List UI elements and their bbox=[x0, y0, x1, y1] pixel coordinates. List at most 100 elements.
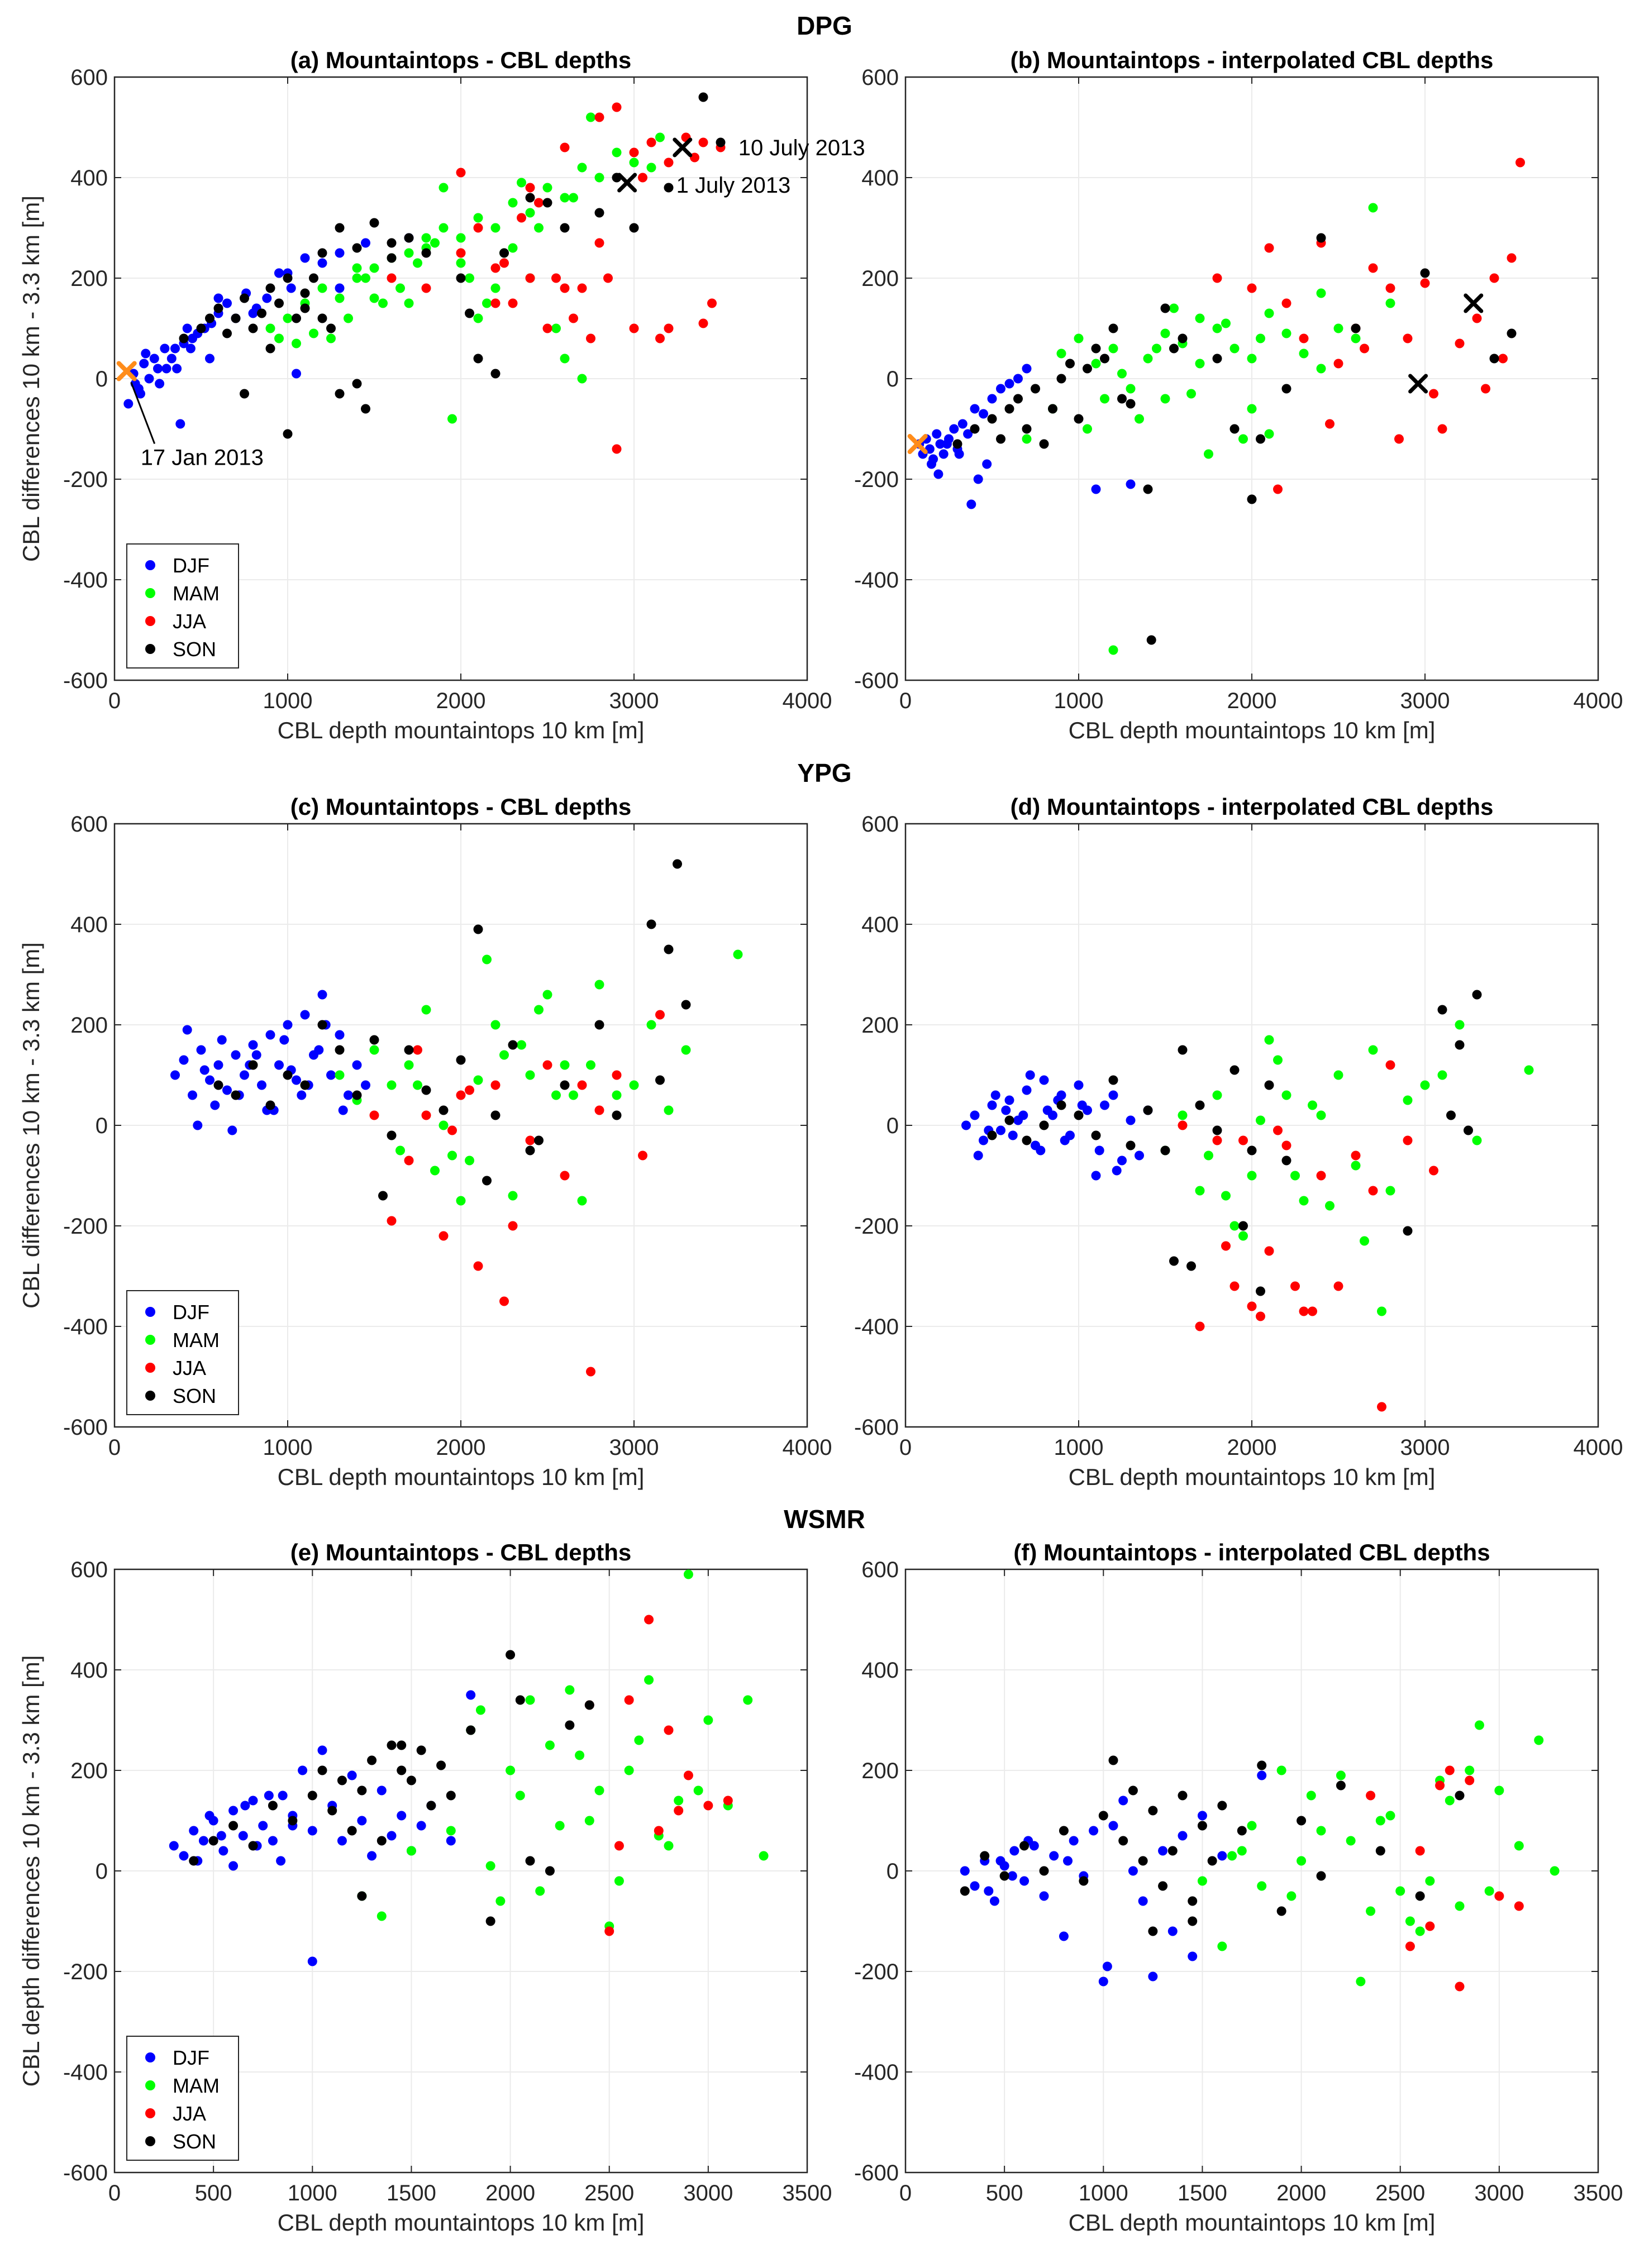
data-point bbox=[1025, 1070, 1035, 1080]
data-point bbox=[683, 1569, 693, 1579]
data-point bbox=[347, 1770, 357, 1780]
legend-marker-mam bbox=[145, 588, 155, 598]
series-son bbox=[213, 859, 691, 1201]
data-point bbox=[1299, 333, 1309, 343]
data-point bbox=[170, 343, 180, 354]
data-point bbox=[337, 1836, 347, 1846]
data-point bbox=[369, 293, 379, 303]
data-point bbox=[378, 1191, 388, 1201]
legend-label-son: SON bbox=[173, 1384, 216, 1407]
data-point bbox=[577, 374, 587, 384]
y-tick-label: 200 bbox=[861, 1013, 899, 1038]
data-point bbox=[1415, 1926, 1425, 1936]
data-point bbox=[1247, 1301, 1257, 1311]
data-point bbox=[352, 379, 362, 389]
data-point bbox=[406, 1846, 416, 1856]
data-point bbox=[594, 1785, 604, 1796]
data-point bbox=[1247, 1821, 1257, 1831]
data-point bbox=[482, 1176, 492, 1186]
y-tick-label: -400 bbox=[854, 568, 899, 593]
data-point bbox=[1455, 1020, 1465, 1030]
x-tick-label: 1000 bbox=[263, 689, 313, 713]
data-point bbox=[447, 414, 457, 424]
data-point bbox=[560, 354, 570, 364]
data-point bbox=[1465, 1765, 1475, 1775]
data-point bbox=[629, 223, 639, 233]
data-point bbox=[1178, 1120, 1188, 1130]
data-point bbox=[213, 1060, 223, 1070]
x-marker bbox=[907, 434, 928, 454]
data-point bbox=[1455, 1040, 1465, 1050]
data-point bbox=[1178, 1110, 1188, 1120]
data-point bbox=[1186, 389, 1196, 399]
data-point bbox=[361, 1080, 370, 1090]
data-point bbox=[369, 1045, 379, 1055]
data-point bbox=[317, 258, 327, 268]
data-point bbox=[335, 1030, 345, 1040]
data-point bbox=[949, 424, 959, 434]
data-point bbox=[1167, 1926, 1178, 1936]
data-point bbox=[1229, 343, 1240, 354]
data-point bbox=[298, 1765, 308, 1775]
x-tick-label: 4000 bbox=[783, 1435, 832, 1460]
data-point bbox=[1346, 1836, 1356, 1846]
data-point bbox=[369, 1110, 379, 1120]
data-point bbox=[1507, 253, 1517, 263]
data-point bbox=[265, 343, 275, 354]
data-point bbox=[603, 273, 613, 283]
data-point bbox=[300, 1080, 310, 1090]
y-tick-label: 0 bbox=[887, 367, 899, 391]
x-marker bbox=[1464, 293, 1484, 313]
data-point bbox=[525, 1145, 535, 1156]
data-point bbox=[1316, 364, 1326, 374]
data-point bbox=[1472, 990, 1482, 1000]
data-point bbox=[1403, 1095, 1413, 1105]
x-tick-label: 2000 bbox=[485, 2181, 535, 2205]
data-point bbox=[674, 1796, 684, 1806]
data-point bbox=[1074, 1080, 1084, 1090]
data-point bbox=[139, 359, 149, 369]
data-point bbox=[1257, 1881, 1267, 1891]
data-point bbox=[1069, 1836, 1079, 1846]
data-point bbox=[1039, 1075, 1049, 1085]
data-point bbox=[1395, 1886, 1405, 1896]
data-point bbox=[248, 1040, 258, 1050]
data-point bbox=[199, 1065, 209, 1075]
data-point bbox=[1083, 364, 1092, 374]
data-point bbox=[1445, 1796, 1455, 1806]
data-point bbox=[490, 1080, 501, 1090]
x-axis-label: CBL depth mountaintops 10 km [m] bbox=[278, 717, 645, 743]
data-point bbox=[335, 283, 345, 293]
x-tick-label: 3500 bbox=[783, 2181, 832, 2205]
data-point bbox=[1013, 394, 1023, 404]
data-point bbox=[644, 1615, 654, 1625]
data-point bbox=[286, 283, 296, 293]
data-point bbox=[1148, 1926, 1158, 1936]
data-point bbox=[1316, 1110, 1326, 1120]
data-point bbox=[1435, 1780, 1445, 1790]
panel-a: 0 1000 2000 3000 4000 -600 -400 -200 0 200 400 600 (… bbox=[18, 47, 865, 743]
data-point bbox=[222, 1085, 232, 1095]
data-point bbox=[508, 198, 518, 208]
y-tick-label: 0 bbox=[96, 1114, 108, 1138]
data-point bbox=[586, 333, 595, 343]
annotation: 1 July 2013 bbox=[617, 173, 790, 198]
annotation bbox=[907, 434, 928, 454]
data-point bbox=[960, 1866, 970, 1876]
data-point bbox=[1420, 268, 1430, 278]
data-point bbox=[1108, 1755, 1118, 1765]
chart-title: (f) Mountaintops - interpolated CBL dept… bbox=[1013, 1539, 1490, 1565]
x-tick-label: 3000 bbox=[1400, 689, 1450, 713]
series-jja bbox=[1366, 1765, 1524, 1992]
data-point bbox=[508, 1221, 518, 1231]
data-point bbox=[577, 163, 587, 173]
data-point bbox=[335, 1045, 345, 1055]
x-tick-label: 2000 bbox=[1276, 2181, 1326, 2205]
data-point bbox=[222, 328, 232, 338]
data-point bbox=[179, 333, 189, 343]
data-point bbox=[369, 1035, 379, 1045]
data-point bbox=[954, 449, 964, 459]
data-point bbox=[466, 1690, 476, 1700]
data-point bbox=[551, 273, 561, 283]
data-point bbox=[1212, 1125, 1222, 1135]
